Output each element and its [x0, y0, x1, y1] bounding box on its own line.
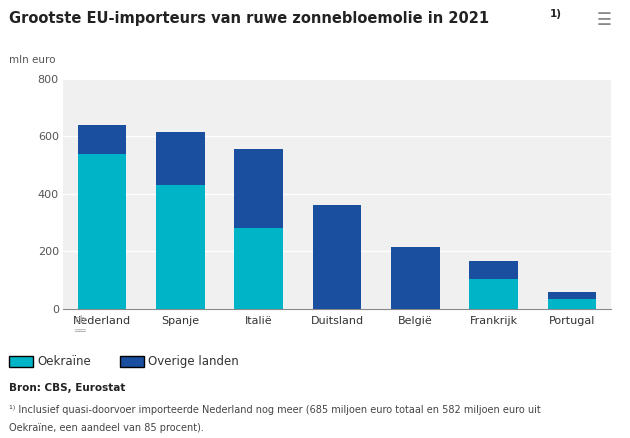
Bar: [156, 132, 205, 185]
Text: mln euro: mln euro: [9, 55, 56, 65]
Bar: [312, 205, 362, 309]
Bar: [234, 228, 283, 309]
Text: cb
══: cb ══: [74, 315, 86, 336]
Text: Grootste EU-importeurs van ruwe zonnebloemolie in 2021: Grootste EU-importeurs van ruwe zonneblo…: [9, 11, 490, 26]
Bar: [391, 247, 440, 309]
Text: Bron: CBS, Eurostat: Bron: CBS, Eurostat: [9, 383, 126, 393]
Text: ☰: ☰: [596, 11, 611, 29]
Bar: [469, 279, 518, 309]
Text: Overige landen: Overige landen: [148, 355, 239, 368]
Text: ¹⁾ Inclusief quasi-doorvoer importeerde Nederland nog meer (685 miljoen euro tot: ¹⁾ Inclusief quasi-doorvoer importeerde …: [9, 405, 541, 415]
Bar: [78, 154, 127, 309]
Text: 1): 1): [550, 9, 562, 19]
Bar: [547, 292, 596, 299]
Bar: [547, 299, 596, 309]
Text: Oekraïne, een aandeel van 85 procent).: Oekraïne, een aandeel van 85 procent).: [9, 423, 204, 433]
Bar: [78, 125, 127, 154]
Bar: [234, 149, 283, 228]
Bar: [156, 185, 205, 309]
Bar: [469, 261, 518, 279]
Text: Oekraïne: Oekraïne: [38, 355, 91, 368]
